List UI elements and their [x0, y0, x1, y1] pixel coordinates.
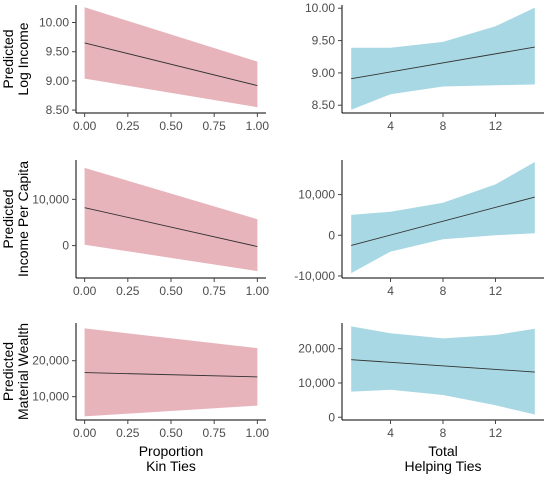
x-tick-label: 0.75 — [203, 426, 227, 440]
x-tick-label: 12 — [489, 284, 503, 298]
x-tick-label: 0.25 — [116, 119, 140, 133]
x-tick-label: 1.00 — [246, 284, 270, 298]
panel-log-income-vs-kin: 0.00 0.25 0.50 0.75 1.00 8.50 9.00 9.50 10.00 Pre… — [0, 5, 269, 133]
y-tick-label: 0 — [62, 239, 69, 253]
x-tick-label: 0.50 — [159, 284, 183, 298]
x-axis-title: Kin Ties — [146, 458, 196, 474]
x-tick-label: 12 — [489, 426, 503, 440]
fitted-line — [351, 196, 535, 246]
x-tick-label: 8 — [440, 119, 447, 133]
x-tick-label: 4 — [387, 426, 394, 440]
x-tick-label: 0.00 — [73, 284, 97, 298]
x-tick-label: 8 — [440, 284, 447, 298]
panel-income-per-capita-vs-kin: 0.00 0.25 0.50 0.75 1.00 0 10,000 Predicted Inco… — [0, 160, 269, 298]
x-axis-title: Proportion — [139, 443, 204, 459]
confidence-band — [84, 328, 258, 417]
y-tick-label: 10,000 — [298, 376, 335, 390]
fitted-line — [84, 207, 258, 247]
x-tick-label: 0.50 — [159, 119, 183, 133]
y-tick-label: 9.50 — [312, 34, 336, 48]
confidence-band — [84, 167, 258, 272]
y-tick-label: 8.50 — [312, 98, 336, 112]
confidence-band — [351, 162, 535, 274]
x-tick-label: 0.75 — [203, 119, 227, 133]
y-tick-label: 10,000 — [298, 188, 335, 202]
x-tick-label: 1.00 — [246, 426, 270, 440]
x-tick-label: 12 — [489, 119, 503, 133]
x-tick-label: 1.00 — [246, 119, 270, 133]
panel-log-income-vs-helping: 4 8 12 8.50 9.00 9.50 10.00 — [305, 1, 544, 133]
y-tick-label: 10.00 — [305, 1, 335, 15]
panel-material-wealth-vs-kin: 0.00 0.25 0.50 0.75 1.00 10,000 20,000 Predicte… — [0, 323, 269, 474]
y-axis-title: Predicted — [0, 189, 16, 248]
y-axis-title: Log Income — [15, 22, 31, 95]
y-tick-label: 20,000 — [298, 342, 335, 356]
fitted-line — [351, 46, 535, 80]
y-tick-label: 10,000 — [32, 192, 69, 206]
panel-income-per-capita-vs-helping: 4 8 12 -10,000 0 10,000 — [294, 160, 544, 298]
y-tick-label: 9.50 — [46, 45, 70, 59]
y-tick-label: 10,000 — [32, 390, 69, 404]
y-tick-label: 9.00 — [312, 66, 336, 80]
confidence-band — [351, 326, 535, 415]
confidence-band — [84, 7, 258, 108]
y-tick-label: 9.00 — [46, 74, 70, 88]
fitted-line — [84, 372, 258, 378]
y-tick-label: 8.50 — [46, 103, 70, 117]
x-tick-label: 4 — [387, 119, 394, 133]
x-tick-label: 0.00 — [73, 119, 97, 133]
x-tick-label: 0.75 — [203, 284, 227, 298]
x-tick-label: 0.25 — [116, 426, 140, 440]
y-tick-label: 0 — [328, 228, 335, 242]
y-axis-title: Income Per Capita — [15, 161, 31, 277]
x-tick-label: 8 — [440, 426, 447, 440]
x-axis-title: Total — [428, 443, 458, 459]
y-tick-label: -10,000 — [294, 269, 335, 283]
confidence-band — [351, 7, 535, 110]
y-tick-label: 0 — [328, 410, 335, 424]
x-tick-label: 4 — [387, 284, 394, 298]
x-tick-label: 0.00 — [73, 426, 97, 440]
fitted-line — [351, 359, 535, 373]
fitted-line — [84, 42, 258, 86]
x-axis-title: Helping Ties — [404, 458, 481, 474]
y-tick-label: 10.00 — [39, 16, 69, 30]
y-axis-title: Predicted — [0, 29, 16, 88]
y-tick-label: 20,000 — [32, 354, 69, 368]
x-tick-label: 0.50 — [159, 426, 183, 440]
x-tick-label: 0.25 — [116, 284, 140, 298]
y-axis-title: Material Wealth — [15, 323, 31, 420]
y-axis-title: Predicted — [0, 342, 16, 401]
